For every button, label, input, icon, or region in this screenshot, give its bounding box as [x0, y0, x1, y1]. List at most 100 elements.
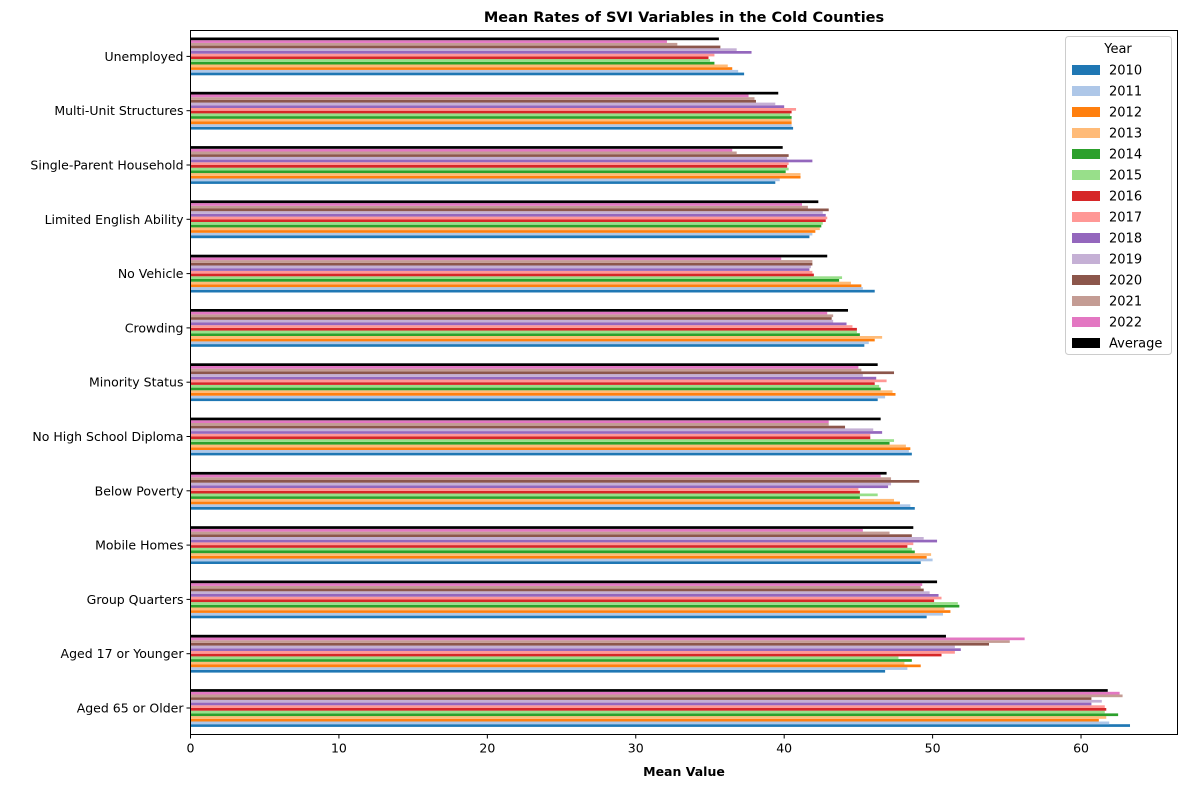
legend-swatch [1072, 296, 1100, 306]
bar [190, 718, 1099, 722]
bar [190, 211, 823, 214]
y-tick-label: Below Poverty [95, 483, 184, 498]
bar [190, 230, 816, 233]
bar [190, 705, 1105, 708]
bar [190, 694, 1123, 698]
bar [190, 420, 829, 423]
bar [190, 610, 951, 613]
bar [190, 319, 834, 323]
bar [190, 72, 745, 76]
bar [190, 553, 932, 556]
bar [190, 216, 828, 220]
bar [190, 289, 875, 293]
bar [190, 659, 912, 662]
legend-label: 2017 [1109, 211, 1142, 226]
bar [190, 173, 801, 176]
x-tick-label: 40 [776, 741, 792, 756]
bar [190, 175, 801, 179]
legend-swatch [1072, 254, 1100, 264]
y-tick-label: Multi-Unit Structures [54, 103, 183, 118]
bar [190, 708, 1107, 711]
bar [190, 417, 881, 421]
bar [190, 165, 788, 168]
bar [190, 110, 792, 114]
bar [190, 594, 939, 597]
bar [190, 425, 846, 429]
bar [190, 366, 859, 369]
bar [190, 433, 871, 437]
bar [190, 40, 667, 43]
bar [190, 431, 883, 434]
bar [190, 653, 942, 657]
bar [190, 338, 875, 342]
bar [190, 64, 728, 68]
bar [190, 669, 886, 673]
bar [190, 716, 1107, 719]
bar [190, 550, 915, 554]
bar [190, 45, 721, 49]
bar [190, 699, 1102, 703]
legend-label: 2014 [1109, 148, 1142, 163]
x-tick-label: 60 [1073, 741, 1089, 756]
bar [190, 423, 829, 426]
legend-swatch [1072, 107, 1100, 117]
bar [190, 322, 847, 326]
y-tick-label: Unemployed [104, 49, 183, 64]
bar [190, 287, 863, 290]
bar [190, 156, 788, 160]
bars-layer [190, 37, 1131, 727]
bar [190, 227, 820, 231]
bar [190, 102, 776, 106]
bar [190, 724, 1131, 727]
bar [190, 395, 886, 399]
bar [190, 314, 834, 318]
x-axis: 0 10 20 30 40 50 60 [187, 734, 1089, 756]
bar [190, 702, 1092, 706]
bar [190, 374, 863, 377]
bar [190, 53, 715, 57]
bar [190, 471, 887, 475]
legend-label: Average [1109, 337, 1162, 352]
legend: Year 20102011201220132014201520162017201… [1065, 36, 1172, 355]
bar [190, 436, 871, 440]
bar [190, 642, 990, 646]
legend-swatch [1072, 338, 1100, 348]
bar [190, 148, 733, 152]
bar [190, 126, 794, 130]
bar [190, 710, 1105, 714]
bar [190, 528, 863, 532]
bar [190, 447, 911, 450]
bar [190, 344, 865, 347]
bar [190, 170, 786, 174]
bar [190, 56, 709, 60]
bar [190, 371, 895, 375]
bar [190, 281, 851, 285]
bar [190, 450, 909, 453]
bar [190, 262, 813, 266]
bar [190, 393, 896, 396]
bar [190, 588, 924, 592]
bar [190, 146, 783, 149]
bar [190, 656, 899, 660]
chart-title: Mean Rates of SVI Variables in the Cold … [484, 10, 884, 26]
bar [190, 105, 785, 108]
bar [190, 279, 840, 282]
bar [190, 537, 924, 540]
bar [190, 203, 802, 206]
bar [190, 235, 810, 239]
bar [190, 154, 789, 157]
bar [190, 428, 874, 432]
bar [190, 721, 1110, 725]
bar [190, 232, 813, 236]
x-axis-label: Mean Value [643, 764, 725, 779]
bar [190, 97, 755, 100]
bar [190, 534, 912, 537]
bar [190, 224, 822, 228]
x-tick-label: 50 [925, 741, 941, 756]
x-tick-label: 10 [331, 741, 347, 756]
y-tick-label: No Vehicle [118, 266, 184, 281]
x-tick-label: 30 [628, 741, 644, 756]
bar [190, 59, 710, 62]
bar [190, 580, 938, 584]
